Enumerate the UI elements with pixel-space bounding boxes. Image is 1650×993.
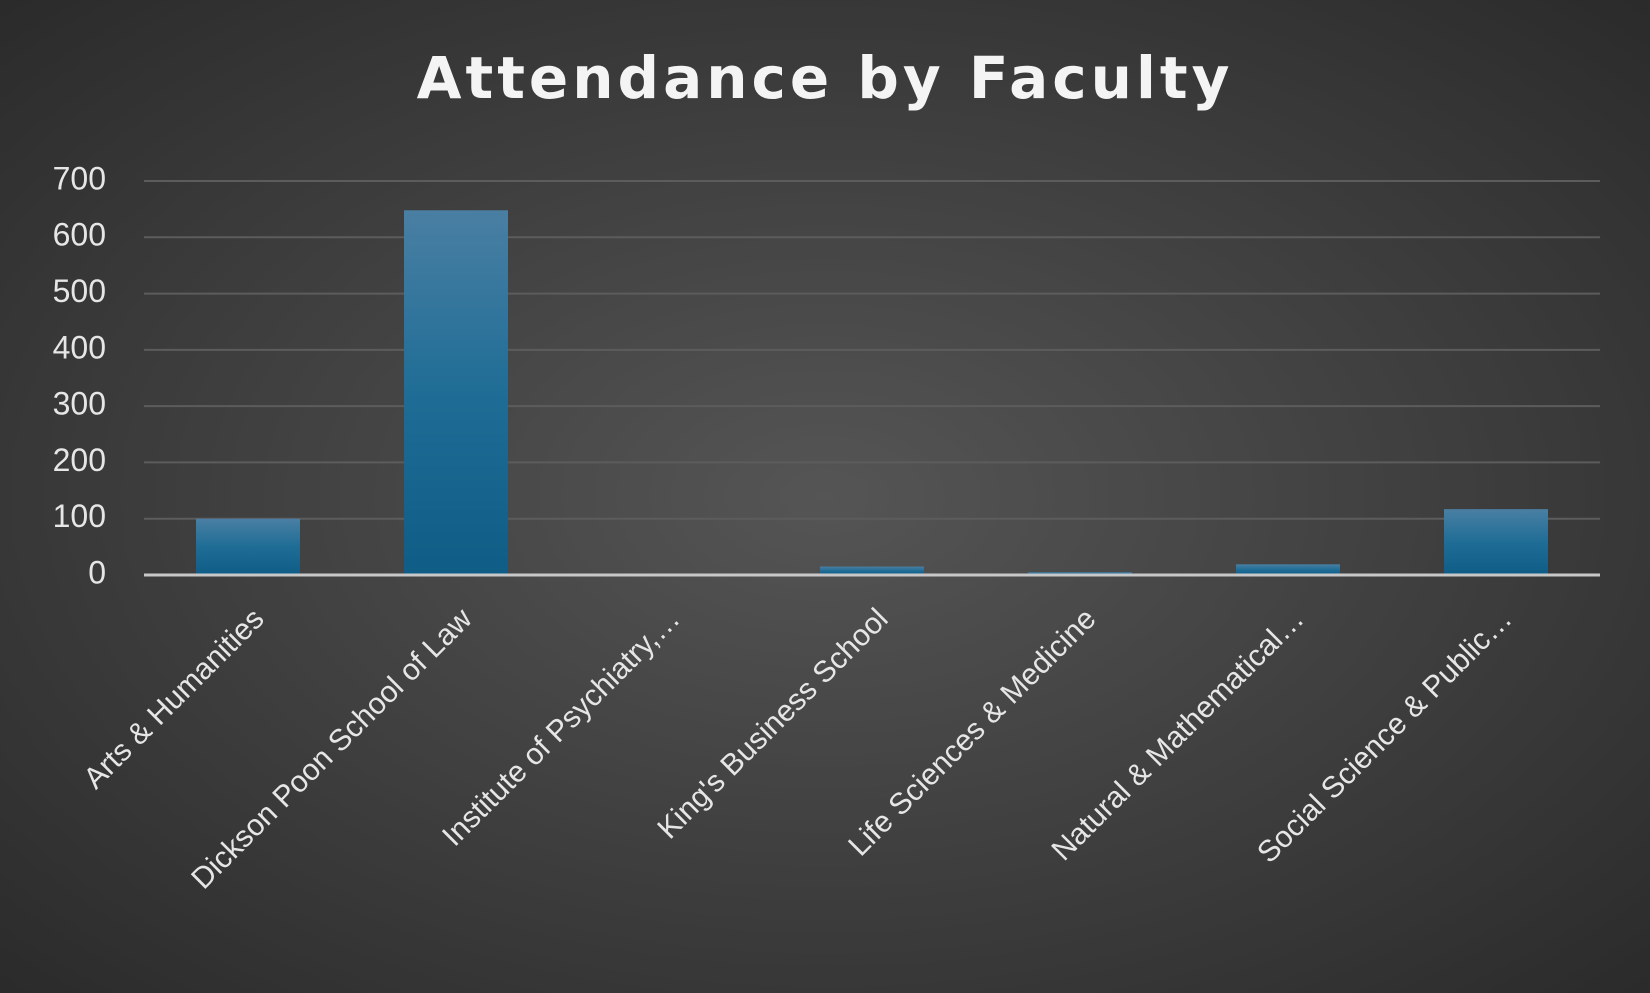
bar [404, 210, 508, 576]
bar [1444, 509, 1548, 575]
y-tick-label: 500 [53, 273, 106, 309]
y-tick-label: 300 [53, 386, 106, 422]
y-tick-label: 600 [53, 217, 106, 253]
chart-title: Attendance by Faculty [417, 44, 1234, 112]
y-tick-label: 700 [53, 160, 106, 196]
bar [820, 566, 924, 575]
y-tick-label: 200 [53, 442, 106, 478]
bar [196, 518, 300, 575]
y-tick-label: 400 [53, 329, 106, 365]
y-tick-label: 0 [88, 554, 106, 590]
bar [1236, 564, 1340, 575]
y-tick-label: 100 [53, 498, 106, 534]
